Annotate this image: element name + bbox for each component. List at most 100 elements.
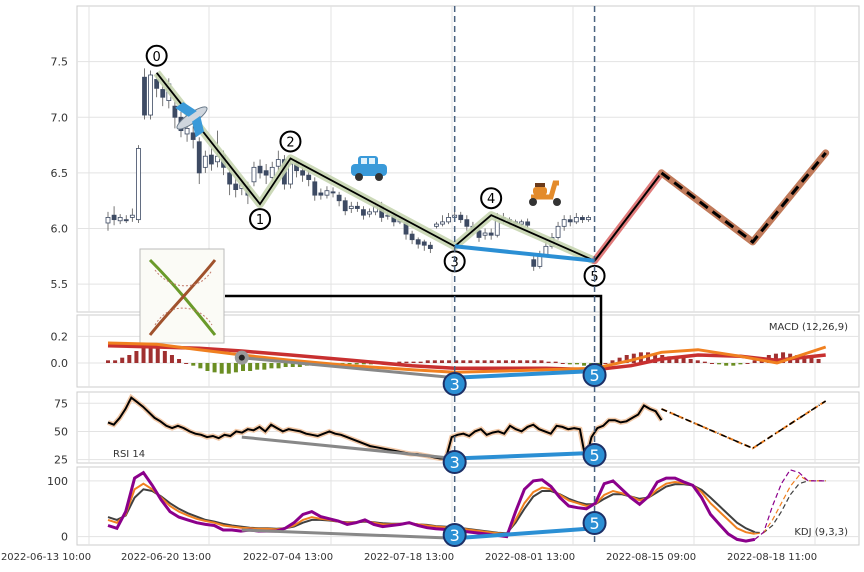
- macd-hist-bar: [461, 360, 466, 363]
- macd-hist-bar: [269, 363, 274, 369]
- macd-hist-bar: [773, 353, 778, 363]
- candle-body: [257, 165, 263, 174]
- macd-hist-bar: [411, 361, 416, 363]
- inset-connector: [225, 294, 603, 375]
- candle-body: [196, 141, 202, 174]
- macd-grey-line: [241, 356, 455, 380]
- candle-body: [427, 244, 433, 249]
- inset-thumbnail: [139, 248, 225, 344]
- candle-body: [263, 170, 269, 176]
- candle-body: [300, 170, 306, 176]
- candle-body: [415, 239, 421, 245]
- kdj-badge-3-text: 3: [450, 526, 460, 545]
- macd-hist-bar: [731, 363, 736, 366]
- candle-body: [567, 219, 573, 223]
- projection-line: [660, 151, 827, 244]
- macd-hist-bar: [241, 363, 246, 371]
- wave-label-circle-4: [480, 187, 503, 210]
- car-window-a: [361, 158, 367, 164]
- macd-hist-bar: [248, 363, 253, 371]
- scooter-wheel-a: [529, 198, 537, 206]
- candle-body: [421, 241, 427, 246]
- macd-grey-dot-inner: [238, 354, 245, 361]
- kdj-panel-layer: KDJ (9,3,3): [107, 469, 848, 543]
- airplane-emoji: [175, 102, 208, 138]
- car-body: [351, 164, 387, 176]
- macd-hist-bar: [148, 345, 153, 363]
- macd-hist-bar: [361, 363, 366, 365]
- macd-hist-bar: [816, 359, 821, 363]
- candle-body: [361, 209, 366, 216]
- wave-label-circle-2: [279, 130, 302, 153]
- macd-hist-bar: [447, 360, 452, 363]
- macd-hist-bar: [425, 360, 430, 363]
- macd-hist-bar: [702, 361, 707, 363]
- macd-hist-bar: [688, 359, 693, 363]
- inset-curve-a: [154, 269, 213, 287]
- macd-hist-bar: [603, 363, 608, 364]
- divergence-line-rsi: [454, 450, 595, 461]
- kdj-d-line-projection: [754, 480, 826, 534]
- rsi-badge-5-circle: [582, 443, 607, 467]
- macd-hist-bar: [177, 359, 182, 363]
- candle-body: [251, 166, 257, 183]
- panel-rsi: [76, 391, 860, 464]
- candle-body: [208, 154, 214, 165]
- wave-label-1: 1: [256, 213, 264, 228]
- macd-hist-bar: [162, 351, 167, 363]
- candle-body: [482, 232, 488, 236]
- candle-body: [148, 74, 153, 116]
- candle-body: [579, 217, 585, 221]
- airplane-wing-top: [175, 102, 197, 117]
- macd-hist-bar: [432, 360, 437, 363]
- kdj-label: KDJ (9,3,3): [794, 527, 848, 538]
- candle-body: [440, 221, 445, 225]
- xtick-3: 2022-07-18 13:00: [364, 552, 454, 563]
- scooter-frame: [531, 180, 559, 200]
- wave-label-circle-0: [145, 44, 168, 67]
- candle-body: [446, 217, 451, 223]
- macd-dea-line: [107, 343, 826, 372]
- kdj-badge-5-text: 5: [589, 514, 599, 533]
- wave-line: [155, 72, 595, 262]
- macd-hist-bar: [404, 361, 409, 363]
- macd-hist-bar: [354, 363, 359, 365]
- macd-hist-bar: [226, 363, 231, 374]
- macd-hist-bar: [560, 363, 565, 364]
- ytick-main-3: 7.0: [51, 111, 69, 124]
- macd-hist-bar: [546, 361, 551, 363]
- macd-hist-bar: [610, 360, 615, 363]
- xtick-6: 2022-08-18 11:00: [727, 552, 817, 563]
- macd-hist-bar: [233, 363, 238, 373]
- macd-hist-bar: [653, 353, 658, 363]
- macd-hist-bar: [567, 363, 572, 365]
- xtick-2: 2022-07-04 13:00: [243, 552, 333, 563]
- macd-hist-bar: [127, 355, 132, 363]
- macd-hist-bar: [184, 363, 189, 364]
- macd-hist-bar: [489, 360, 494, 363]
- macd-hist-bar: [532, 360, 537, 363]
- rsi-badge-3-text: 3: [450, 453, 460, 472]
- candle-body: [488, 232, 494, 236]
- car-wheel-a: [355, 173, 363, 181]
- macd-hist-bar: [582, 363, 587, 366]
- macd-hist-bar: [475, 360, 480, 363]
- macd-hist-bar: [496, 360, 501, 363]
- macd-hist-bar: [276, 363, 281, 369]
- projection-line-first: [593, 172, 663, 262]
- candle-body: [458, 214, 464, 221]
- inset-curve-b: [154, 307, 213, 326]
- rsi-badge-3-circle: [442, 450, 467, 474]
- candle-body: [312, 181, 318, 196]
- divergence-line-main: [454, 244, 595, 263]
- macd-hist-bar: [745, 363, 750, 364]
- candle-body: [136, 148, 141, 221]
- macd-hist-bar: [646, 352, 651, 363]
- macd-hist-bar: [709, 363, 714, 364]
- ytick-kdj-0: 100: [47, 475, 68, 488]
- macd-hist-bar: [255, 363, 260, 370]
- ytick-rsi-1: 50: [54, 425, 68, 438]
- scooter-seat: [535, 183, 545, 187]
